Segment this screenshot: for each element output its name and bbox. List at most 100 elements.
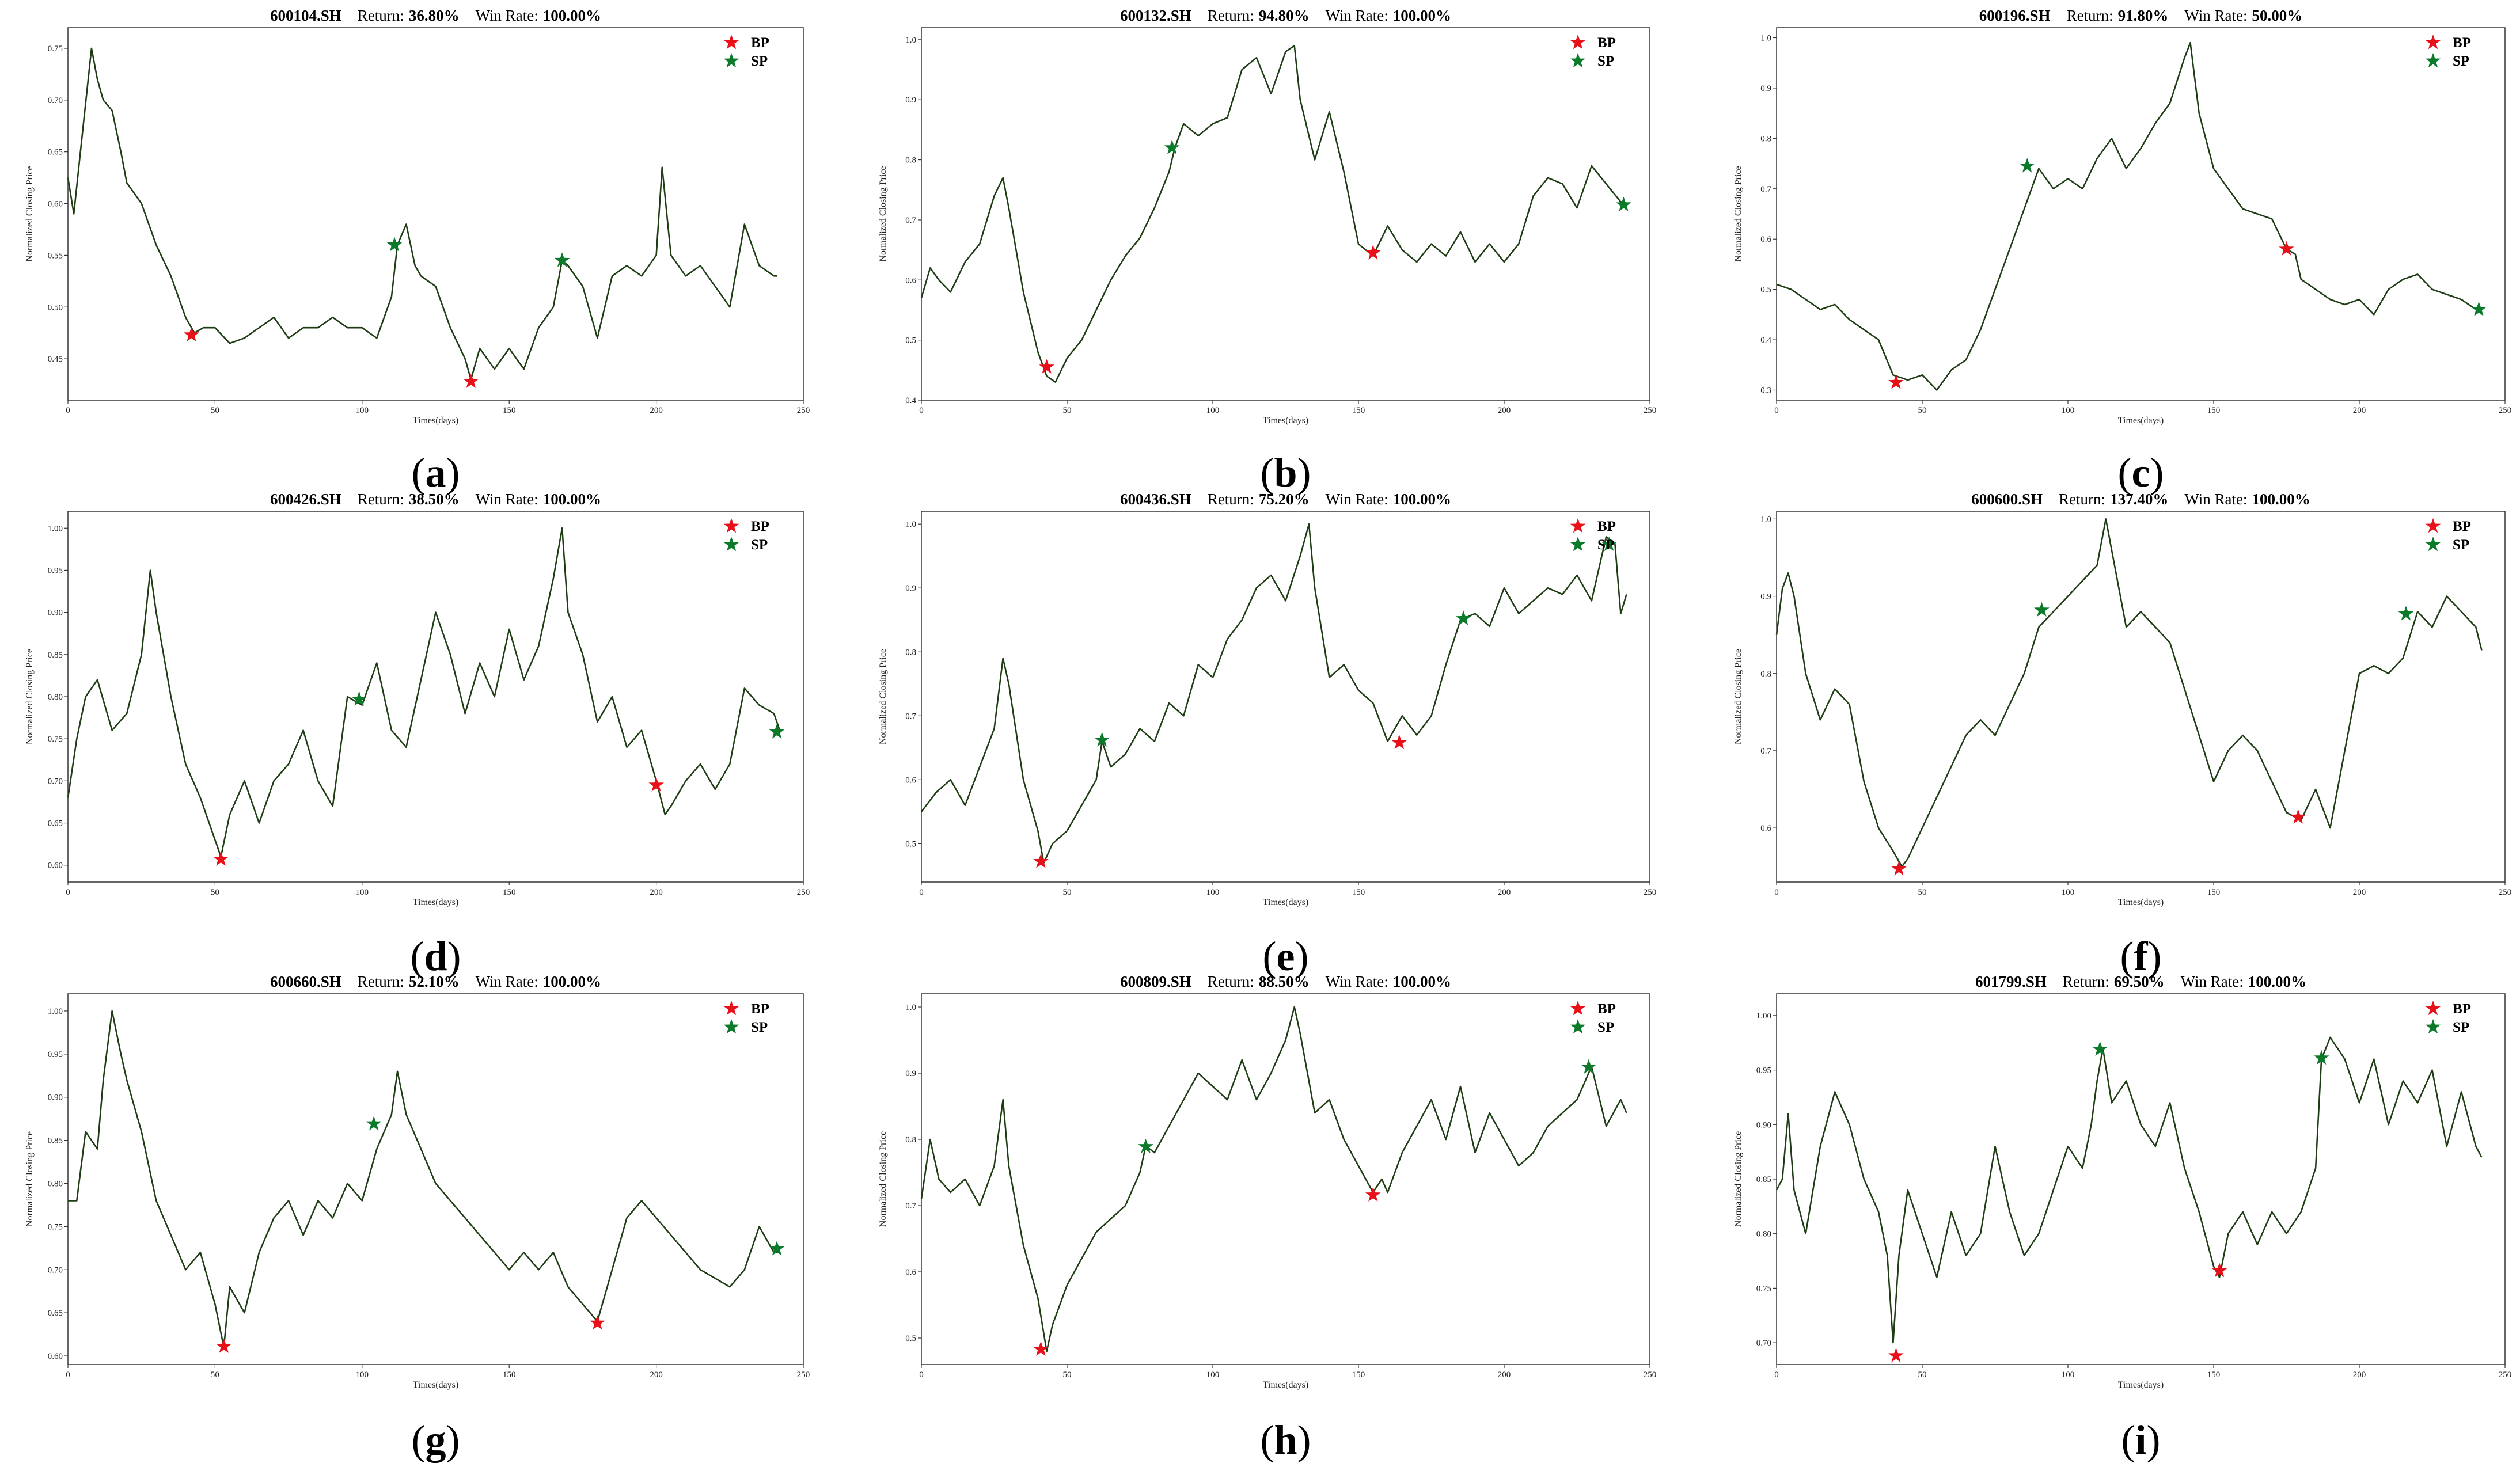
y-tick-label: 0.8: [1760, 134, 1771, 143]
panel-caption: (g): [412, 1417, 460, 1463]
chart-panel-c: 600196.SH Return: 91.80% Win Rate: 50.00% 0 50…: [1733, 7, 2511, 496]
legend-sp-label: SP: [2453, 1020, 2469, 1035]
chart-title: 600436.SH Return: 75.20% Win Rate: 100.00%: [1120, 491, 1451, 508]
y-tick-label: 0.55: [48, 251, 63, 260]
chart-panel-i: 601799.SH Return: 69.50% Win Rate: 100.00% 0 5…: [1733, 973, 2511, 1463]
caption-close: ): [2147, 1417, 2161, 1463]
x-tick-label: 250: [2499, 1370, 2512, 1379]
chart-panel-a: 600104.SH Return: 36.80% Win Rate: 100.00% 0 5…: [25, 7, 810, 496]
caption-open: (: [412, 1417, 426, 1463]
y-tick-label: 0.6: [905, 776, 916, 785]
x-tick-label: 0: [1774, 1370, 1779, 1379]
legend-bp-icon: [2425, 518, 2441, 533]
win-rate-value: 100.00%: [2248, 973, 2306, 990]
y-tick-label: 0.8: [905, 1135, 916, 1145]
chart-ticker: 600660.SH: [270, 973, 341, 990]
win-rate-value: 50.00%: [2252, 7, 2302, 24]
win-rate-value: 100.00%: [2252, 491, 2310, 508]
legend-bp-label: BP: [751, 1001, 769, 1017]
sell-point-marker: [1138, 1138, 1153, 1153]
panel-caption: (e): [1263, 933, 1309, 979]
win-rate-value: 100.00%: [1393, 7, 1451, 24]
buy-point-marker: [590, 1315, 605, 1330]
return-value: 91.80%: [2118, 7, 2169, 24]
return-label: Return:: [2067, 7, 2113, 24]
caption-letter: a: [426, 450, 446, 496]
sell-point-marker: [1455, 610, 1471, 625]
y-tick-label: 0.90: [1756, 1120, 1771, 1130]
y-tick-label: 0.8: [905, 156, 916, 165]
y-axis-label: Normalized Closing Price: [25, 649, 35, 744]
x-tick-label: 0: [1774, 888, 1779, 897]
sell-point-marker: [1164, 139, 1180, 154]
buy-point-marker: [1391, 734, 1407, 750]
x-tick-label: 50: [1063, 888, 1072, 897]
y-tick-label: 0.7: [905, 712, 916, 721]
y-tick-label: 0.95: [1756, 1066, 1771, 1075]
return-label: Return:: [1208, 491, 1254, 508]
price-line: [920, 45, 1624, 383]
x-tick-label: 0: [66, 1370, 70, 1379]
legend-sp-label: SP: [751, 1020, 768, 1035]
buy-point-marker: [2290, 809, 2306, 824]
y-tick-label: 0.5: [905, 1334, 916, 1343]
legend-bp-label: BP: [1597, 519, 1616, 534]
y-tick-label: 0.85: [48, 1137, 63, 1146]
price-line: [920, 1006, 1627, 1352]
chart-title: 600104.SH Return: 36.80% Win Rate: 100.00%: [270, 7, 601, 24]
chart-ticker: 600104.SH: [270, 7, 341, 24]
x-tick-label: 0: [66, 406, 70, 415]
y-tick-label: 0.5: [905, 336, 916, 345]
caption-letter: h: [1274, 1417, 1297, 1463]
x-tick-label: 150: [503, 406, 516, 415]
y-tick-label: 0.9: [1760, 84, 1771, 93]
caption-open: (: [1260, 450, 1274, 496]
caption-close: ): [1297, 450, 1311, 496]
caption-letter: g: [426, 1417, 446, 1463]
y-tick-label: 0.85: [48, 651, 63, 660]
y-tick-label: 0.7: [1760, 185, 1771, 194]
y-tick-label: 1.00: [1756, 1012, 1771, 1021]
x-axis-label: Times(days): [2118, 416, 2164, 425]
chart-ticker: 600426.SH: [270, 491, 341, 508]
buy-point-marker: [1039, 359, 1054, 374]
y-tick-label: 0.5: [1760, 286, 1771, 295]
y-axis-label: Normalized Closing Price: [25, 1131, 35, 1227]
sell-point-marker: [2034, 602, 2050, 617]
legend-bp-label: BP: [1597, 1001, 1616, 1017]
legend-bp-icon: [1570, 518, 1586, 533]
y-tick-label: 0.75: [1756, 1284, 1771, 1293]
buy-point-marker: [184, 326, 199, 342]
x-tick-label: 100: [1206, 1370, 1220, 1379]
y-tick-label: 0.95: [48, 1050, 63, 1059]
x-tick-label: 50: [1918, 888, 1927, 897]
y-tick-label: 0.6: [1760, 235, 1771, 244]
chart-panel-h: 600809.SH Return: 88.50% Win Rate: 100.00% 0 5…: [878, 973, 1656, 1463]
y-tick-label: 1.0: [905, 36, 916, 45]
price-line: [1775, 1036, 2483, 1344]
sell-point-marker: [1601, 536, 1617, 552]
y-tick-label: 0.6: [905, 1268, 916, 1277]
return-value: 75.20%: [1259, 491, 1310, 508]
chart-panel-f: 600600.SH Return: 137.40% Win Rate: 100.00% 0…: [1733, 491, 2511, 979]
legend-sp-label: SP: [751, 54, 768, 69]
x-tick-label: 250: [2499, 406, 2512, 415]
legend-bp-label: BP: [2453, 1001, 2471, 1017]
x-axis-label: Times(days): [1263, 898, 1308, 907]
x-tick-label: 100: [2062, 1370, 2075, 1379]
chart-ticker: 600132.SH: [1120, 7, 1191, 24]
caption-letter: i: [2135, 1417, 2146, 1463]
y-tick-label: 0.60: [48, 1352, 63, 1361]
caption-open: (: [2118, 450, 2132, 496]
x-tick-label: 50: [1918, 1370, 1927, 1379]
x-tick-label: 200: [1498, 406, 1511, 415]
y-axis-label: Normalized Closing Price: [878, 166, 888, 261]
legend-sp-label: SP: [1597, 54, 1614, 69]
y-tick-label: 0.6: [905, 276, 916, 285]
legend-bp-icon: [2425, 35, 2441, 50]
y-tick-label: 0.60: [48, 861, 63, 871]
x-tick-label: 50: [211, 1370, 219, 1379]
y-tick-label: 1.0: [1760, 33, 1771, 43]
legend-sp-icon: [723, 537, 739, 552]
